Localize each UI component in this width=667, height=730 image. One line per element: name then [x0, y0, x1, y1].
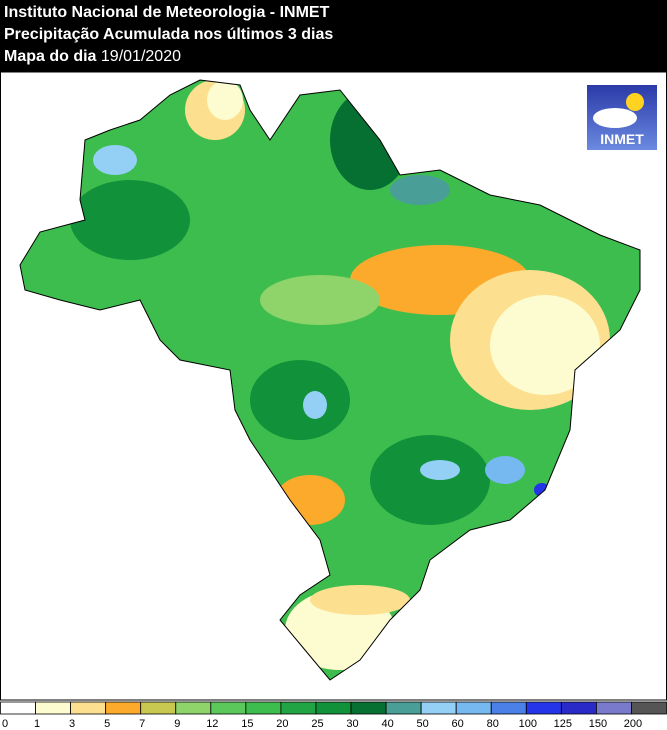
legend-swatch [385, 701, 422, 715]
legend-label: 30 [346, 718, 358, 730]
legend-swatch [280, 701, 317, 715]
legend-swatch [631, 701, 667, 715]
legend-label: 9 [174, 718, 180, 730]
legend-swatch [70, 701, 107, 715]
legend-label: 100 [519, 718, 537, 730]
legend-label: 12 [206, 718, 218, 730]
title-line: Precipitação Acumulada nos últimos 3 dia… [4, 26, 334, 43]
legend-swatch [0, 701, 36, 715]
legend-label: 150 [589, 718, 607, 730]
legend-swatch [245, 701, 282, 715]
legend-label: 80 [487, 718, 499, 730]
legend-label: 0 [2, 718, 8, 730]
legend-label: 50 [417, 718, 429, 730]
legend-swatch [595, 701, 632, 715]
legend-swatch [560, 701, 597, 715]
legend-label: 200 [624, 718, 642, 730]
title-line: Instituto Nacional de Meteorologia - INM… [4, 4, 330, 21]
legend-label: 7 [139, 718, 145, 730]
legend-label: 1 [34, 718, 40, 730]
legend-swatch [490, 701, 527, 715]
legend-swatch [35, 701, 72, 715]
legend-swatch [105, 701, 142, 715]
legend-swatch [175, 701, 212, 715]
legend-label: 5 [104, 718, 110, 730]
date-line: Mapa do dia 19/01/2020 [4, 47, 181, 67]
legend-swatch [455, 701, 492, 715]
legend-swatch [350, 701, 387, 715]
logo-text: INMET [600, 131, 644, 147]
legend-label: 15 [241, 718, 253, 730]
header: Instituto Nacional de Meteorologia - INM… [0, 0, 667, 72]
date-prefix: Mapa do dia [4, 48, 97, 65]
legend-swatch [315, 701, 352, 715]
legend-label: 125 [554, 718, 572, 730]
legend-label: 25 [311, 718, 323, 730]
legend-swatch [525, 701, 562, 715]
legend-label: 40 [381, 718, 393, 730]
legend-swatch [210, 701, 247, 715]
date: 19/01/2020 [100, 48, 181, 65]
legend-label: 60 [452, 718, 464, 730]
legend-swatch [420, 701, 457, 715]
legend-label: 3 [69, 718, 75, 730]
legend-swatch [140, 701, 177, 715]
legend-label: 20 [276, 718, 288, 730]
legend: 0 1 3 5 7 9 12 15 20 25 30 40 50 60 80 100 125 150 200 [0, 701, 667, 730]
precipitation-field [20, 80, 640, 680]
